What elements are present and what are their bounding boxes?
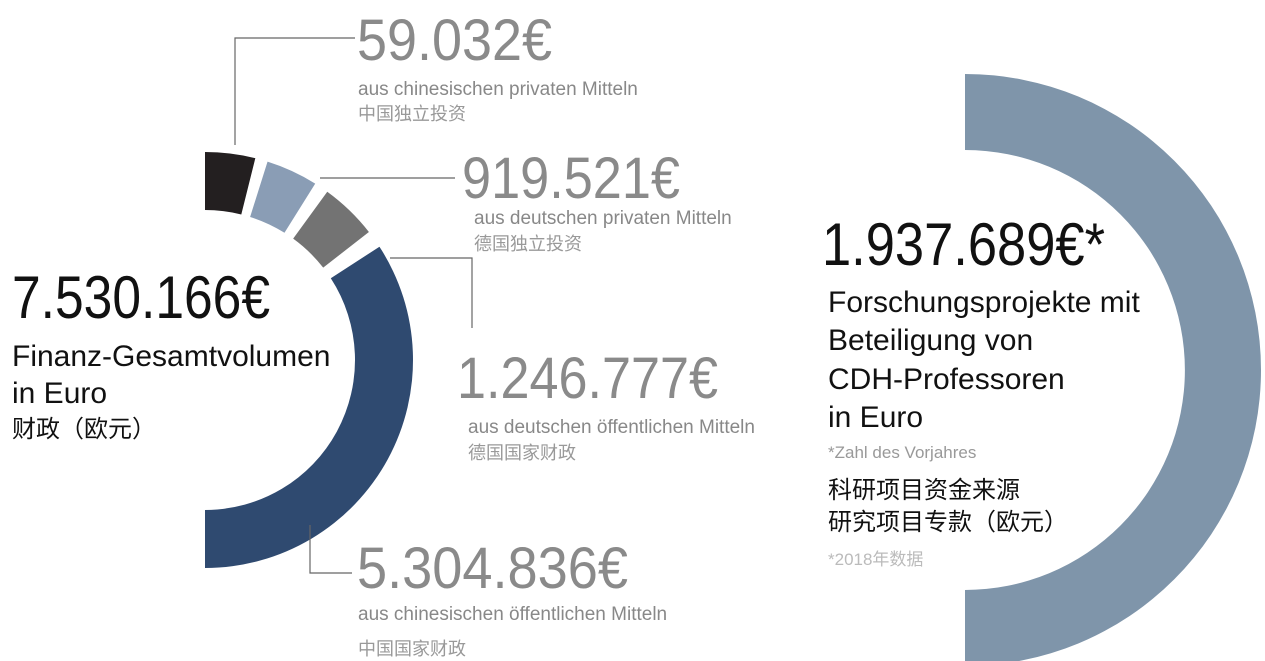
total: 7.530.166€: [12, 264, 270, 331]
note-zh: *2018年数据: [828, 550, 923, 569]
ring-segment: [205, 246, 414, 568]
amount: 1.246.777€: [457, 346, 718, 411]
amount: 5.304.836€: [357, 536, 628, 601]
source-zh: 中国独立投资: [358, 104, 466, 124]
research-label-zh: 科研项目资金来源: [828, 477, 1020, 504]
research-label: Beteiligung von: [828, 324, 1033, 357]
source-de: aus chinesischen privaten Mitteln: [358, 79, 638, 100]
total-label: in Euro: [12, 377, 107, 410]
total-label: Finanz-Gesamtvolumen: [12, 340, 330, 373]
source-de: aus deutschen öffentlichen Mitteln: [468, 417, 755, 438]
connector: [390, 257, 473, 328]
ring-segment: [205, 152, 256, 215]
research-label: CDH-Professoren: [828, 363, 1065, 396]
research-label: in Euro: [828, 401, 923, 434]
connector: [234, 37, 355, 145]
half-ring: [965, 74, 1261, 661]
ring-segment: [293, 191, 369, 268]
amount: 59.032€: [357, 8, 552, 73]
research-label: Forschungsprojekte mit: [828, 286, 1140, 319]
connector: [309, 525, 352, 574]
source-de: aus deutschen privaten Mitteln: [474, 208, 732, 229]
source-zh: 中国国家财政: [358, 639, 466, 659]
source-zh: 德国独立投资: [474, 234, 582, 254]
source-zh: 德国国家财政: [468, 443, 576, 463]
research-label-zh: 研究项目专款（欧元）: [828, 509, 1068, 536]
note: *Zahl des Vorjahres: [828, 443, 976, 462]
total-label-zh: 财政（欧元）: [12, 416, 156, 443]
ring-segment: [250, 161, 316, 233]
shapes: [205, 74, 1261, 661]
research-amount: 1.937.689€*: [822, 211, 1105, 278]
amount: 919.521€: [462, 146, 680, 211]
source-de: aus chinesischen öffentlichen Mitteln: [358, 604, 667, 625]
